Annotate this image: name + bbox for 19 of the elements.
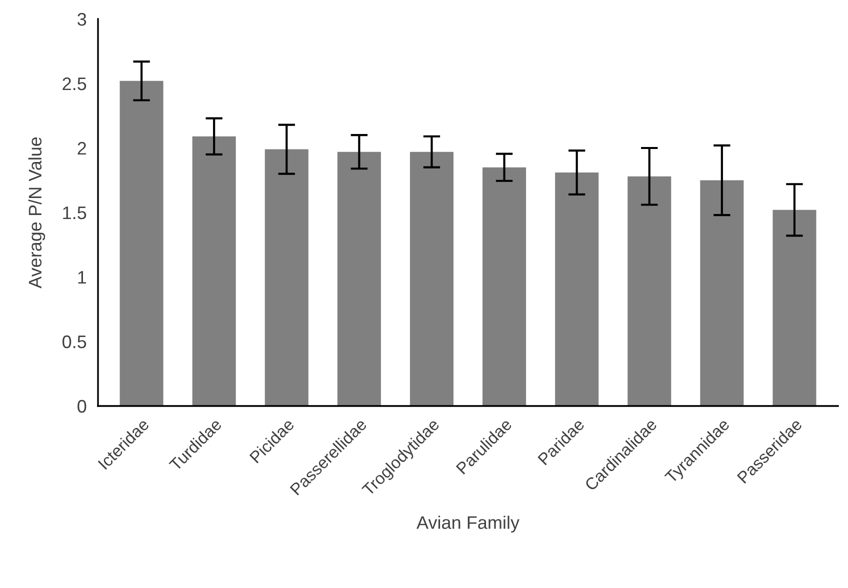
y-tick-label: 0.5 (62, 335, 86, 348)
bar (628, 176, 672, 406)
y-tick-label: 1.5 (63, 206, 86, 220)
bar (772, 210, 816, 406)
bar (264, 149, 308, 406)
bar (555, 172, 599, 406)
bar (120, 80, 164, 406)
y-tick-label: 0 (78, 400, 86, 413)
bar (482, 167, 526, 406)
y-tick-label: 1 (78, 271, 86, 284)
x-axis-title: Avian Family (416, 516, 520, 533)
bar (410, 152, 454, 406)
y-tick-label: 3 (78, 12, 86, 26)
bar (700, 180, 744, 406)
y-axis-title: Average P/N Value (28, 137, 46, 288)
bar (337, 152, 381, 406)
y-tick-label: 2.5 (62, 77, 86, 90)
y-tick-label: 2 (78, 142, 86, 155)
bar (192, 136, 236, 406)
